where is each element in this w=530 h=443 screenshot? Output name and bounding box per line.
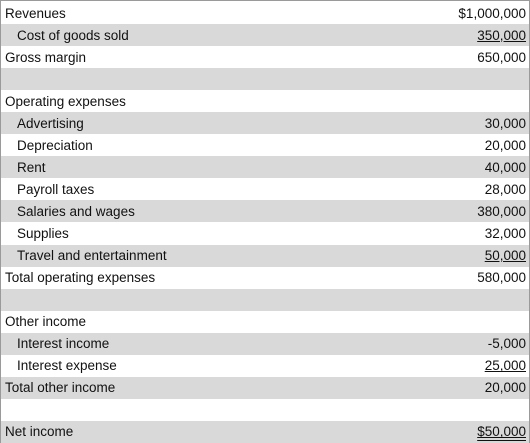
row-label: Cost of goods sold	[17, 27, 129, 43]
row-value: 25,000	[484, 358, 526, 374]
row-label: Supplies	[17, 225, 69, 241]
row-salaries-and-wages: Salaries and wages 380,000	[1, 200, 529, 223]
row-supplies: Supplies 32,000	[1, 222, 529, 244]
row-label: Revenues	[5, 5, 66, 21]
spacer-row	[1, 288, 529, 311]
row-other-income-header: Other income	[1, 311, 529, 333]
row-interest-expense: Interest expense 25,000	[1, 355, 529, 377]
row-label: Interest income	[17, 336, 110, 352]
row-label: Total operating expenses	[5, 270, 156, 286]
row-value: $1,000,000	[458, 5, 526, 21]
row-label: Advertising	[17, 115, 84, 131]
row-label: Gross margin	[5, 49, 87, 65]
section-heading: Other income	[5, 314, 87, 330]
row-value: 580,000	[477, 270, 526, 286]
row-cost-of-goods-sold: Cost of goods sold 350,000	[1, 24, 529, 47]
row-value: 380,000	[477, 203, 526, 219]
row-label: Interest expense	[17, 358, 117, 374]
row-label: Salaries and wages	[17, 203, 135, 219]
spacer-row	[1, 399, 529, 421]
row-value: 20,000	[484, 137, 526, 153]
row-depreciation: Depreciation 20,000	[1, 134, 529, 156]
row-value: -5,000	[487, 336, 526, 352]
spacer-row	[1, 68, 529, 91]
row-advertising: Advertising 30,000	[1, 112, 529, 135]
row-label: Total other income	[5, 380, 116, 396]
row-gross-margin: Gross margin 650,000	[1, 46, 529, 68]
row-value: 20,000	[484, 380, 526, 396]
row-label: Net income	[5, 424, 74, 440]
row-value: 28,000	[484, 181, 526, 197]
row-value: 40,000	[484, 159, 526, 175]
row-payroll-taxes: Payroll taxes 28,000	[1, 178, 529, 200]
row-operating-expenses-header: Operating expenses	[1, 90, 529, 112]
row-total-operating-expenses: Total operating expenses 580,000	[1, 267, 529, 289]
row-revenues: Revenues $1,000,000	[1, 2, 529, 24]
row-total-other-income: Total other income 20,000	[1, 376, 529, 399]
row-travel-and-entertainment: Travel and entertainment 50,000	[1, 244, 529, 267]
row-net-income: Net income $50,000	[1, 420, 529, 443]
row-label: Payroll taxes	[17, 181, 95, 197]
row-label: Travel and entertainment	[17, 248, 167, 264]
row-value: $50,000	[477, 424, 526, 440]
row-interest-income: Interest income -5,000	[1, 332, 529, 355]
row-value: 32,000	[484, 225, 526, 241]
row-rent: Rent 40,000	[1, 156, 529, 179]
row-value: 650,000	[477, 49, 526, 65]
row-label: Depreciation	[17, 137, 93, 153]
row-value: 50,000	[484, 248, 526, 264]
row-value: 30,000	[484, 115, 526, 131]
row-label: Rent	[17, 159, 46, 175]
section-heading: Operating expenses	[5, 93, 126, 109]
row-value: 350,000	[477, 27, 526, 43]
